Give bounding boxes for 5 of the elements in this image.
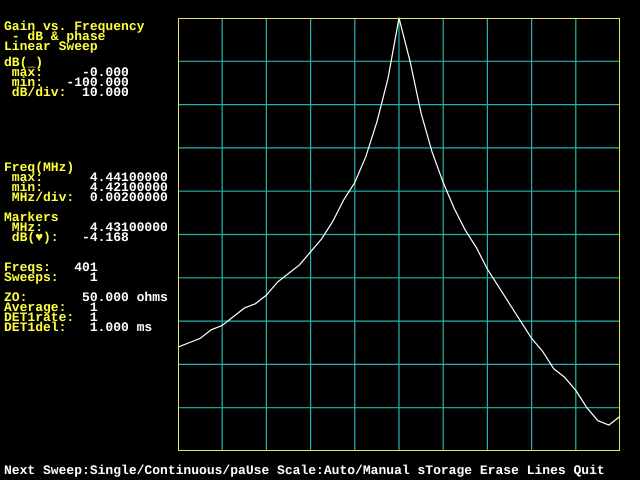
text: Freq(MHz) max: 4.44100000 min: 4.42100000 MHz/div: 0.00200000 — [4, 160, 168, 205]
text: dB(_) max: -0.000 min: -100.000 dB/div: 10.000 — [4, 55, 129, 100]
text: Markers MHz: 4.43100000 dB(♥): -4.168 — [4, 210, 168, 245]
text: Freqs: 401 Sweeps: 1 — [4, 260, 98, 285]
text: Next Sweep:Single/Continuous/paUse Scale:Auto/Manual sTorage Erase Lines Quit — [4, 463, 605, 478]
